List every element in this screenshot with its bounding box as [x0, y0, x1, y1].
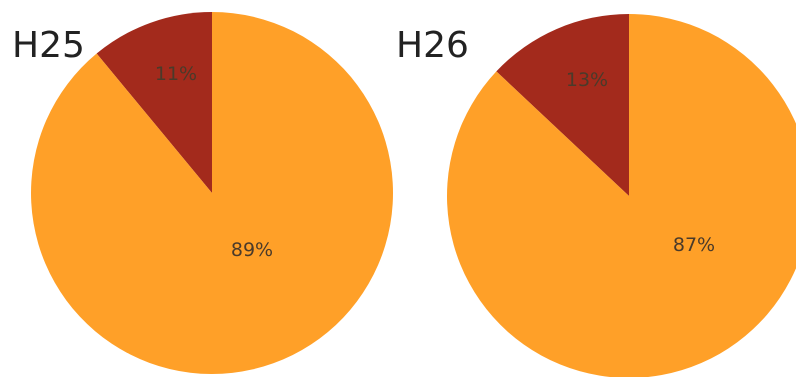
pie-slice-major [31, 11, 394, 374]
pie-slice-minor [96, 12, 212, 193]
chart-title: H25 [12, 25, 85, 66]
pie-slice-minor [496, 14, 629, 196]
pie-slices [31, 11, 394, 374]
pie-chart-h25: 11% 89% H25 [12, 11, 394, 374]
slice-label-major: 89% [231, 239, 273, 261]
pie-slices [447, 14, 796, 377]
slice-label-major: 87% [673, 234, 715, 256]
pie-slice-major [447, 14, 796, 377]
slice-label-minor: 11% [155, 63, 197, 85]
pie-chart-h26: 13% 87% H26 [396, 14, 796, 377]
slice-label-minor: 13% [566, 69, 608, 91]
chart-title: H26 [396, 25, 469, 66]
